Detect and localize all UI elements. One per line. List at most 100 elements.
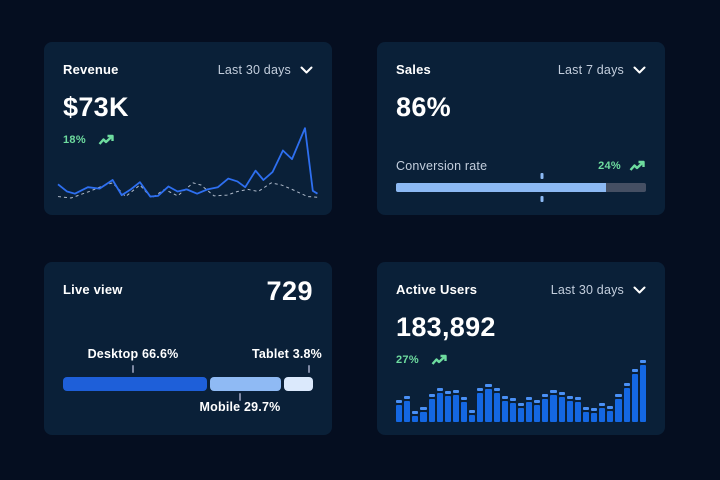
- user-bar-cap: [452, 389, 459, 393]
- revenue-period-dropdown[interactable]: Last 30 days: [218, 63, 313, 77]
- sales-period-label: Last 7 days: [557, 62, 624, 77]
- active-users-value: 183,892: [396, 312, 496, 342]
- user-bar-cap: [550, 389, 557, 393]
- user-bar: [501, 395, 508, 422]
- user-bar: [591, 408, 598, 422]
- user-bar: [485, 383, 492, 422]
- user-bar: [623, 382, 630, 422]
- sales-delta: 24%: [598, 160, 621, 172]
- user-bar: [517, 403, 524, 422]
- user-bar: [452, 389, 459, 422]
- revenue-current-line: [58, 128, 317, 196]
- user-bar: [615, 394, 622, 422]
- desktop-segment-label: Desktop 66.6%: [87, 347, 179, 361]
- user-bar-body: [550, 394, 557, 422]
- sales-period-dropdown[interactable]: Last 7 days: [558, 63, 646, 77]
- user-bar: [550, 389, 557, 422]
- mobile-label-tick: [239, 393, 241, 401]
- user-bar-body: [404, 400, 411, 422]
- sales-card: Sales Last 7 days 86% Conversion rate 24…: [377, 42, 665, 215]
- user-bar-body: [566, 400, 573, 422]
- user-bar: [639, 360, 646, 422]
- user-bar-body: [461, 402, 468, 422]
- revenue-value: $73K: [63, 92, 129, 122]
- user-bar-cap: [493, 387, 500, 391]
- revenue-previous-line: [58, 183, 318, 198]
- user-bar-cap: [428, 394, 435, 398]
- user-bar-body: [591, 413, 598, 422]
- chevron-down-icon: [633, 66, 646, 73]
- user-bar-cap: [485, 383, 492, 387]
- user-bar: [420, 406, 427, 422]
- active-users-bar-chart: [396, 360, 646, 422]
- user-bar-cap: [436, 387, 443, 391]
- segment-mobile: [210, 377, 281, 391]
- mobile-segment-label: Mobile 29.7%: [199, 400, 281, 414]
- sales-value: 86%: [396, 92, 451, 122]
- user-bar-body: [477, 392, 484, 422]
- user-bar: [574, 397, 581, 422]
- user-bar: [607, 405, 614, 422]
- user-bar: [534, 399, 541, 422]
- user-bar-body: [444, 396, 451, 422]
- user-bar: [526, 397, 533, 422]
- user-bar-body: [582, 411, 589, 422]
- user-bar-body: [485, 388, 492, 422]
- user-bar-body: [623, 387, 630, 422]
- user-bar-cap: [566, 395, 573, 399]
- sales-card-header: Sales Last 7 days: [396, 62, 646, 77]
- sales-delta-row: 24%: [598, 160, 646, 172]
- user-bar: [558, 392, 565, 422]
- user-bar-cap: [444, 391, 451, 394]
- conversion-rate-label: Conversion rate: [396, 159, 488, 173]
- trend-up-icon: [629, 160, 645, 171]
- user-bar: [444, 391, 451, 422]
- user-bar: [493, 387, 500, 422]
- user-bar-cap: [607, 405, 614, 409]
- conversion-rate-row: Conversion rate 24%: [396, 159, 646, 173]
- user-bar-body: [534, 404, 541, 422]
- desktop-label-tick: [132, 365, 134, 373]
- user-bar-body: [639, 365, 646, 422]
- user-bar-cap: [542, 394, 549, 398]
- conversion-progress-bar: [396, 173, 646, 202]
- user-bar-cap: [534, 399, 541, 403]
- user-bar-cap: [631, 369, 638, 373]
- tablet-label-tick: [308, 365, 310, 373]
- user-bar-body: [542, 399, 549, 422]
- user-bar: [509, 398, 516, 422]
- user-bar-cap: [501, 395, 508, 399]
- user-bar-body: [574, 402, 581, 422]
- user-bar-body: [452, 394, 459, 422]
- revenue-delta-row: 18%: [63, 134, 115, 146]
- user-bar-cap: [582, 406, 589, 410]
- segment-tablet: [284, 377, 313, 391]
- revenue-line-chart: [58, 126, 318, 198]
- revenue-period-label: Last 30 days: [217, 62, 291, 77]
- active-users-period-dropdown[interactable]: Last 30 days: [551, 283, 646, 297]
- user-bar-body: [526, 402, 533, 422]
- active-users-period-label: Last 30 days: [550, 282, 624, 297]
- live-view-card: Live view 729 Desktop 66.6% Tablet 3.8% …: [44, 262, 332, 435]
- user-bar: [461, 397, 468, 422]
- user-bar-cap: [412, 410, 419, 414]
- live-view-card-header: Live view: [63, 282, 313, 297]
- user-bar-body: [509, 403, 516, 422]
- active-users-card-header: Active Users Last 30 days: [396, 282, 646, 297]
- active-users-card-title: Active Users: [396, 282, 478, 297]
- user-bar-body: [607, 410, 614, 422]
- user-bar: [599, 403, 606, 422]
- progress-marker-bottom: [540, 196, 544, 202]
- user-bar-body: [558, 397, 565, 422]
- user-bar-body: [615, 399, 622, 422]
- user-bar: [404, 395, 411, 422]
- chevron-down-icon: [633, 286, 646, 293]
- live-view-stacked-bar: [63, 377, 313, 391]
- user-bar-cap: [517, 403, 524, 407]
- user-bar: [631, 369, 638, 422]
- revenue-delta: 18%: [63, 134, 86, 146]
- user-bar-cap: [509, 398, 516, 402]
- user-bar-cap: [615, 394, 622, 398]
- user-bar: [542, 394, 549, 422]
